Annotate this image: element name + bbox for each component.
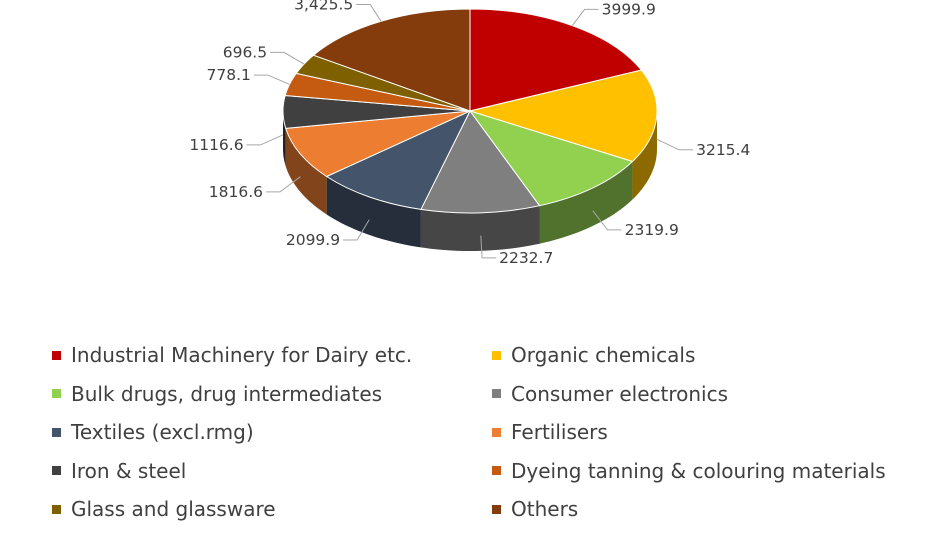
pie-side-2 [539, 161, 633, 244]
pie-sides [283, 111, 657, 251]
legend-swatch [52, 427, 61, 437]
legend-swatch [52, 504, 61, 514]
legend-swatch [52, 350, 61, 360]
legend-swatch [492, 389, 501, 399]
data-label-9: 3,425.5 [294, 0, 353, 14]
legend-item: Iron & steel [52, 452, 492, 491]
leader-line-2 [592, 210, 622, 231]
legend-item: Glass and glassware [52, 490, 492, 529]
data-label-6: 1116.6 [189, 136, 243, 154]
legend-label: Others [511, 497, 579, 522]
legend-item: Dyeing tanning & colouring materials [492, 452, 932, 491]
pie-slice-5 [285, 110, 471, 178]
data-labels: 3999.9 3215.4 2319.9 2232.7 2099.9 1816.6 1116… [189, 0, 750, 267]
leader-line-5 [266, 176, 301, 193]
pie-chart-svg: 3999.9 3215.4 2319.9 2232.7 2099.9 1816.6 1116… [189, 0, 750, 267]
leader-line-8 [270, 51, 305, 65]
legend-item: Industrial Machinery for Dairy etc. [52, 336, 492, 375]
legend-item: Consumer electronics [492, 375, 932, 414]
pie-slice-9 [312, 8, 471, 112]
legend-swatch [492, 504, 501, 514]
leader-line-3 [480, 235, 497, 259]
legend-label: Organic chemicals [511, 343, 696, 368]
legend-item: Bulk drugs, drug intermediates [52, 375, 492, 414]
data-label-4: 2099.9 [286, 231, 340, 249]
leader-line-9 [356, 4, 382, 22]
pie-slice-3 [420, 110, 541, 214]
leader-line-0 [571, 8, 599, 26]
legend-label: Consumer electronics [511, 381, 729, 406]
data-label-3: 2232.7 [499, 249, 553, 267]
data-label-2: 2319.9 [625, 221, 679, 239]
legend-item: Textiles (excl.rmg) [52, 413, 492, 452]
pie-slices [282, 8, 658, 214]
legend-swatch [492, 466, 501, 476]
legend: Industrial Machinery for Dairy etc. Organ… [52, 336, 932, 529]
leader-lines [246, 4, 694, 259]
leader-line-1 [656, 138, 694, 151]
pie-side-1 [632, 111, 657, 200]
data-label-7: 778.1 [207, 66, 251, 84]
pie-slice-2 [468, 110, 634, 207]
legend-label: Fertilisers [511, 420, 608, 445]
leader-line-4 [343, 219, 370, 241]
legend-label: Textiles (excl.rmg) [71, 420, 254, 445]
data-label-8: 696.5 [223, 43, 267, 61]
legend-swatch [52, 466, 61, 476]
pie-slice-1 [468, 69, 658, 163]
legend-item: Fertilisers [492, 413, 932, 452]
legend-swatch [492, 427, 501, 437]
legend-swatch [52, 389, 61, 399]
legend-item: Organic chemicals [492, 336, 932, 375]
leader-line-6 [246, 134, 284, 146]
legend-label: Bulk drugs, drug intermediates [71, 381, 383, 406]
data-label-0: 3999.9 [602, 0, 656, 18]
legend-label: Glass and glassware [71, 497, 276, 522]
pie-slice-4 [325, 109, 472, 210]
legend-label: Dyeing tanning & colouring materials [511, 458, 886, 483]
data-label-5: 1816.6 [209, 183, 263, 201]
pie-side-4 [326, 176, 421, 248]
pie-slice-0 [469, 8, 643, 112]
data-label-1: 3215.4 [696, 141, 750, 159]
legend-label: Industrial Machinery for Dairy etc. [71, 343, 413, 368]
legend-swatch [492, 350, 501, 360]
legend-item: Others [492, 490, 932, 529]
pie-side-3 [420, 205, 540, 251]
legend-label: Iron & steel [71, 458, 187, 483]
leader-line-7 [253, 74, 290, 85]
pie-side-5 [285, 128, 327, 215]
pie-side-6 [283, 111, 286, 167]
